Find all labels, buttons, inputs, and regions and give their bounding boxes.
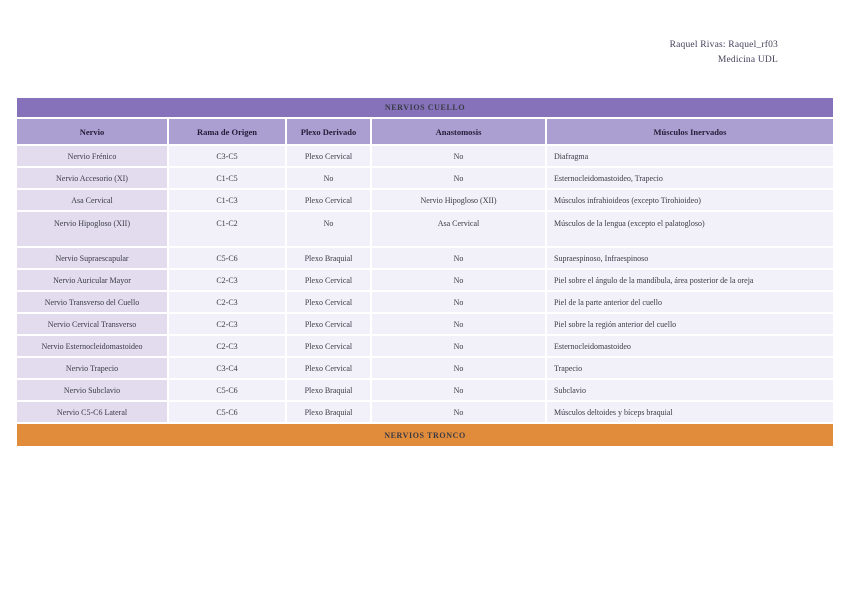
cell-nervio: Asa Cervical xyxy=(15,188,169,212)
cell-nervio: Nervio Supraescapular xyxy=(15,246,169,270)
cell-rama-de-origen: C5-C6 xyxy=(167,400,287,424)
cell-anastomosis: No xyxy=(370,400,547,424)
table-body: Nervio Frénico C3-C5 Plexo Cervical No D… xyxy=(15,144,836,424)
cell-rama-de-origen: C2-C3 xyxy=(167,268,287,292)
cell-rama-de-origen: C5-C6 xyxy=(167,378,287,402)
cell-nervio: Nervio C5-C6 Lateral xyxy=(15,400,169,424)
nervios-cuello-table: NERVIOS CUELLO Nervio Rama de Origen Ple… xyxy=(14,96,836,448)
table-row: Nervio Transverso del Cuello C2-C3 Plexo… xyxy=(15,290,836,314)
cell-plexo-derivado: Plexo Cervical xyxy=(285,334,372,358)
cell-nervio: Nervio Trapecio xyxy=(15,356,169,380)
cell-anastomosis: No xyxy=(370,144,547,168)
table-row: Nervio Cervical Transverso C2-C3 Plexo C… xyxy=(15,312,836,336)
page-header-author: Raquel Rivas: Raquel_rf03 xyxy=(669,40,778,50)
cell-nervio: Nervio Cervical Transverso xyxy=(15,312,169,336)
cell-plexo-derivado: Plexo Braquial xyxy=(285,400,372,424)
column-header-row: Nervio Rama de Origen Plexo Derivado Ana… xyxy=(15,117,836,146)
column-header-plexo-derivado: Plexo Derivado xyxy=(285,117,372,146)
cell-rama-de-origen: C1-C2 xyxy=(167,210,287,248)
cell-rama-de-origen: C2-C3 xyxy=(167,334,287,358)
table-row: Nervio Supraescapular C5-C6 Plexo Braqui… xyxy=(15,246,836,270)
cell-nervio: Nervio Auricular Mayor xyxy=(15,268,169,292)
section-title-row: NERVIOS CUELLO xyxy=(14,96,836,119)
next-section-title: NERVIOS TRONCO xyxy=(14,422,836,448)
cell-nervio: Nervio Frénico xyxy=(15,144,169,168)
cell-nervio: Nervio Transverso del Cuello xyxy=(15,290,169,314)
cell-anastomosis: No xyxy=(370,356,547,380)
cell-plexo-derivado: No xyxy=(285,210,372,248)
next-section-title-row: NERVIOS TRONCO xyxy=(14,422,836,448)
cell-anastomosis: No xyxy=(370,290,547,314)
column-header-rama-de-origen: Rama de Origen xyxy=(167,117,287,146)
cell-plexo-derivado: Plexo Cervical xyxy=(285,312,372,336)
cell-plexo-derivado: Plexo Cervical xyxy=(285,188,372,212)
cell-musculos-inervados: Esternocleidomastoideo xyxy=(544,334,836,358)
table-row: Nervio Hipogloso (XII) C1-C2 No Asa Cerv… xyxy=(15,210,836,248)
cell-plexo-derivado: Plexo Cervical xyxy=(285,144,372,168)
cell-rama-de-origen: C1-C5 xyxy=(167,166,287,190)
column-header-anastomosis: Anastomosis xyxy=(370,117,547,146)
cell-musculos-inervados: Diafragma xyxy=(544,144,836,168)
table-row: Asa Cervical C1-C3 Plexo Cervical Nervio… xyxy=(15,188,836,212)
cell-plexo-derivado: Plexo Braquial xyxy=(285,246,372,270)
cell-rama-de-origen: C5-C6 xyxy=(167,246,287,270)
page-header: Raquel Rivas: Raquel_rf03 Medicina UDL xyxy=(670,38,778,67)
section-title: NERVIOS CUELLO xyxy=(14,96,836,119)
cell-anastomosis: No xyxy=(370,166,547,190)
cell-anastomosis: No xyxy=(370,268,547,292)
cell-nervio: Nervio Subclavio xyxy=(15,378,169,402)
cell-rama-de-origen: C2-C3 xyxy=(167,290,287,314)
cell-musculos-inervados: Músculos infrahioideos (excepto Tirohioi… xyxy=(544,188,836,212)
cell-anastomosis: No xyxy=(370,378,547,402)
cell-musculos-inervados: Piel de la parte anterior del cuello xyxy=(544,290,836,314)
cell-plexo-derivado: No xyxy=(285,166,372,190)
table-row: Nervio Subclavio C5-C6 Plexo Braquial No… xyxy=(15,378,836,402)
cell-anastomosis: No xyxy=(370,334,547,358)
cell-plexo-derivado: Plexo Cervical xyxy=(285,290,372,314)
cell-plexo-derivado: Plexo Cervical xyxy=(285,356,372,380)
cell-musculos-inervados: Piel sobre la región anterior del cuello xyxy=(544,312,836,336)
cell-nervio: Nervio Accesorio (XI) xyxy=(15,166,169,190)
table-row: Nervio Accesorio (XI) C1-C5 No No Estern… xyxy=(15,166,836,190)
cell-nervio: Nervio Esternocleidomastoideo xyxy=(15,334,169,358)
column-header-musculos-inervados: Músculos Inervados xyxy=(544,117,836,146)
cell-musculos-inervados: Esternocleidomastoideo, Trapecio xyxy=(544,166,836,190)
table-row: Nervio Frénico C3-C5 Plexo Cervical No D… xyxy=(15,144,836,168)
cell-rama-de-origen: C3-C4 xyxy=(167,356,287,380)
cell-musculos-inervados: Supraespinoso, Infraespinoso xyxy=(544,246,836,270)
table-row: Nervio Trapecio C3-C4 Plexo Cervical No … xyxy=(15,356,836,380)
cell-musculos-inervados: Trapecio xyxy=(544,356,836,380)
cell-rama-de-origen: C1-C3 xyxy=(167,188,287,212)
cell-plexo-derivado: Plexo Cervical xyxy=(285,268,372,292)
cell-plexo-derivado: Plexo Braquial xyxy=(285,378,372,402)
column-header-nervio: Nervio xyxy=(15,117,169,146)
cell-musculos-inervados: Piel sobre el ángulo de la mandíbula, ár… xyxy=(544,268,836,292)
cell-anastomosis: No xyxy=(370,246,547,270)
cell-rama-de-origen: C3-C5 xyxy=(167,144,287,168)
table-row: Nervio Esternocleidomastoideo C2-C3 Plex… xyxy=(15,334,836,358)
cell-musculos-inervados: Músculos deltoides y bíceps braquial xyxy=(544,400,836,424)
table-row: Nervio Auricular Mayor C2-C3 Plexo Cervi… xyxy=(15,268,836,292)
table-row: Nervio C5-C6 Lateral C5-C6 Plexo Braquia… xyxy=(15,400,836,424)
cell-musculos-inervados: Subclavio xyxy=(544,378,836,402)
page-header-course: Medicina UDL xyxy=(717,54,778,65)
cell-musculos-inervados: Músculos de la lengua (excepto el palato… xyxy=(544,210,836,248)
cell-rama-de-origen: C2-C3 xyxy=(167,312,287,336)
cell-anastomosis: Nervio Hipogloso (XII) xyxy=(370,188,547,212)
cell-anastomosis: Asa Cervical xyxy=(370,210,547,248)
cell-anastomosis: No xyxy=(370,312,547,336)
cell-nervio: Nervio Hipogloso (XII) xyxy=(15,210,169,248)
